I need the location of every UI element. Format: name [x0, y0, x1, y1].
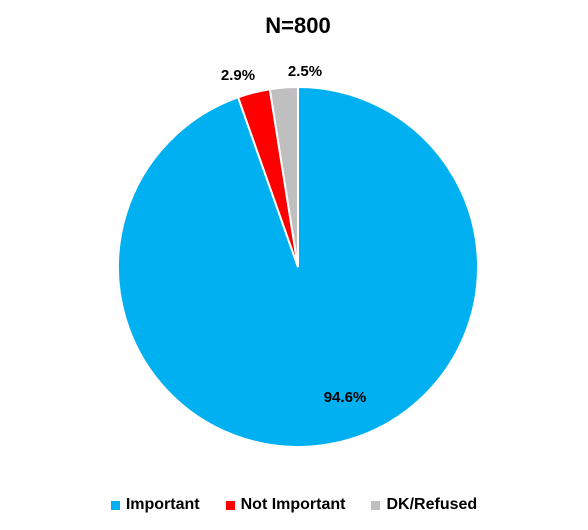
data-label-important: 94.6% [324, 389, 367, 406]
pie-slices [117, 85, 479, 448]
legend-swatch [225, 500, 235, 510]
legend-item-important: Important [110, 496, 200, 514]
legend-label: Important [125, 496, 200, 513]
legend: Important Not Important DK/Refused [0, 496, 588, 514]
legend-label: DK/Refused [386, 496, 478, 513]
legend-swatch [371, 500, 381, 510]
legend-item-not-important: Not Important [225, 496, 346, 514]
chart-title: N=800 [265, 13, 330, 38]
legend-swatch [110, 500, 120, 510]
legend-label: Not Important [240, 496, 346, 513]
data-labels: 94.6% 2.9% 2.5% [221, 63, 366, 406]
data-label-not-important: 2.9% [221, 67, 255, 84]
data-label-dk-refused: 2.5% [288, 63, 322, 80]
pie-slice-dk-refused [268, 85, 299, 268]
legend-item-dk-refused: DK/Refused [371, 496, 477, 514]
